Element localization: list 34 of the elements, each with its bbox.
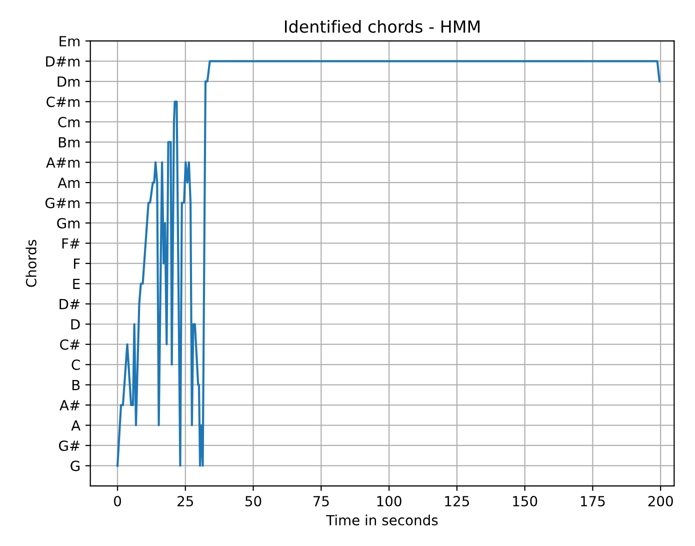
category-label: D [71, 319, 80, 330]
x-tick-label: 200 [648, 496, 673, 506]
x-tick-label: 125 [445, 496, 469, 506]
category-label: Cm [58, 116, 80, 128]
category-label: E [73, 278, 80, 289]
category-label: Bm [58, 137, 80, 148]
x-tick-label: 100 [377, 496, 402, 506]
category-label: B [72, 380, 80, 390]
x-tick-label: 175 [580, 496, 605, 506]
x-tick-label: 0 [114, 496, 121, 506]
category-label: G [70, 460, 80, 472]
category-label: A [71, 420, 81, 431]
category-label: Em [60, 36, 80, 46]
category-label: D# [60, 299, 80, 310]
category-label: Dm [58, 76, 80, 87]
category-label: F# [62, 238, 80, 248]
category-label: C [72, 360, 80, 370]
x-axis-title: Time in seconds [326, 514, 438, 526]
x-tick-label: 50 [246, 496, 262, 506]
category-label: Gm [57, 218, 80, 228]
category-label: Am [58, 178, 80, 188]
x-tick-label: 25 [178, 496, 194, 506]
category-label: G# [59, 440, 80, 451]
chart-title: Identified chords - HMM [285, 20, 480, 33]
category-label: G#m [45, 198, 80, 208]
category-label: C# [60, 339, 80, 350]
category-label: D#m [46, 56, 80, 66]
category-label: A# [60, 400, 80, 410]
category-label: C#m [46, 96, 80, 108]
y-axis-title: Chords [26, 240, 36, 287]
category-label: F [74, 258, 80, 269]
x-tick-label: 75 [313, 496, 329, 506]
x-tick-label: 150 [513, 496, 538, 506]
category-label: A#m [46, 157, 80, 168]
